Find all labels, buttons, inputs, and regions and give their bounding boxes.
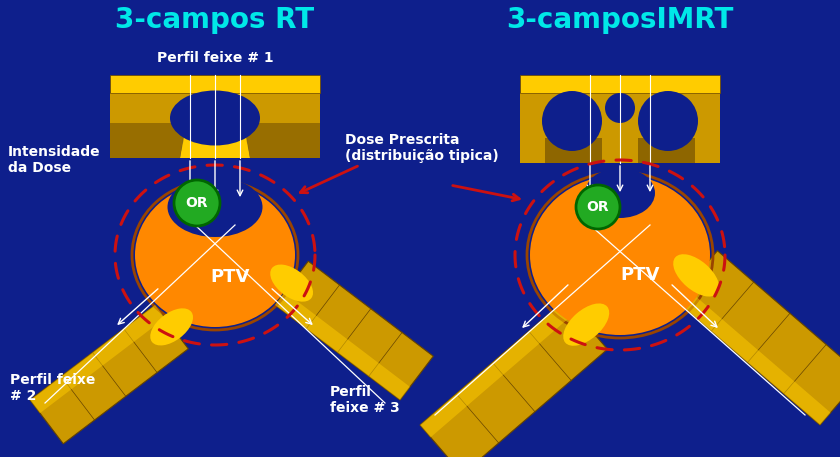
Polygon shape [545, 138, 602, 163]
Ellipse shape [135, 183, 295, 327]
Polygon shape [675, 288, 831, 425]
Text: OR: OR [586, 200, 609, 214]
Polygon shape [110, 75, 320, 93]
Ellipse shape [270, 265, 313, 302]
Polygon shape [420, 300, 607, 457]
Text: 3-campos RT: 3-campos RT [115, 6, 314, 34]
Polygon shape [420, 300, 575, 437]
Polygon shape [240, 93, 320, 158]
Text: Perfil
feixe # 3: Perfil feixe # 3 [330, 385, 400, 415]
Ellipse shape [673, 254, 719, 297]
Text: Dose Prescrita
(distribuição tipica): Dose Prescrita (distribuição tipica) [345, 133, 499, 163]
Text: Intensidade
da Dose: Intensidade da Dose [8, 145, 101, 175]
Ellipse shape [150, 308, 193, 345]
Text: PTV: PTV [210, 268, 249, 286]
Polygon shape [275, 261, 433, 400]
Text: 3-camposIMRT: 3-camposIMRT [507, 6, 733, 34]
Text: OR: OR [186, 196, 208, 210]
Polygon shape [30, 305, 165, 413]
Polygon shape [520, 75, 720, 93]
Ellipse shape [564, 303, 609, 346]
Polygon shape [243, 123, 320, 158]
Polygon shape [30, 305, 188, 444]
Ellipse shape [638, 91, 698, 151]
Polygon shape [638, 138, 695, 163]
Polygon shape [675, 251, 840, 425]
Text: Perfil feixe # 1: Perfil feixe # 1 [157, 51, 273, 65]
Polygon shape [180, 93, 250, 158]
Ellipse shape [170, 90, 260, 145]
Text: PTV: PTV [620, 266, 659, 284]
Polygon shape [110, 93, 190, 158]
Ellipse shape [605, 93, 635, 123]
Circle shape [576, 185, 620, 229]
Polygon shape [520, 93, 720, 163]
Ellipse shape [542, 91, 602, 151]
Ellipse shape [167, 177, 263, 237]
Text: Perfil feixe
# 2: Perfil feixe # 2 [10, 373, 96, 403]
Ellipse shape [585, 168, 655, 218]
Circle shape [174, 180, 220, 226]
Polygon shape [275, 292, 410, 400]
Polygon shape [110, 123, 187, 158]
Ellipse shape [530, 175, 710, 335]
